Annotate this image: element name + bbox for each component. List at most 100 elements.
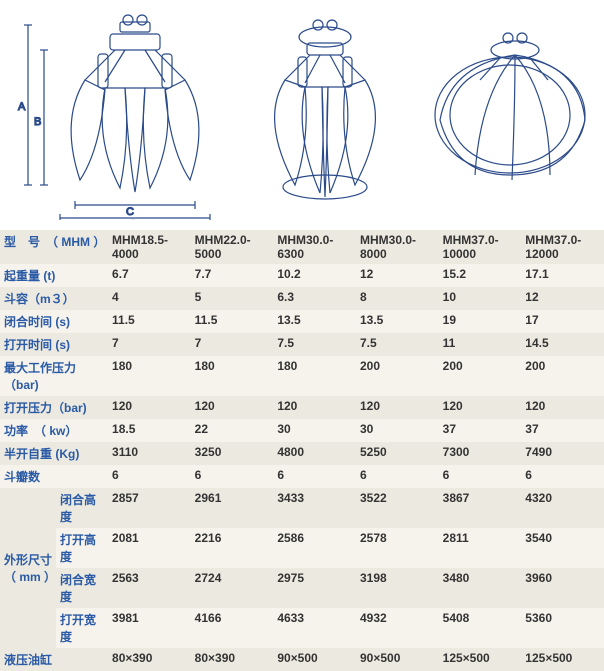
cell: 6: [273, 465, 356, 488]
cell: 7490: [521, 442, 604, 465]
spec-row: 型 号 （ MHM ）MHM18.5-4000MHM22.0-5000MHM30…: [0, 230, 604, 264]
spec-row: 斗瓣数666666: [0, 465, 604, 488]
cell: 3480: [439, 568, 522, 608]
cell: 3867: [439, 488, 522, 528]
cell: 5360: [521, 608, 604, 648]
cell: MHM30.0-8000: [356, 230, 439, 264]
cell: 6: [191, 465, 274, 488]
cell: 200: [521, 356, 604, 396]
spec-row: 最大工作压力（bar)180180180200200200: [0, 356, 604, 396]
cell: MHM18.5-4000: [108, 230, 191, 264]
spec-row: 打开时间 (s)777.57.51114.5: [0, 333, 604, 356]
dim-group-label: 外形尺寸（ mm ）: [0, 488, 56, 648]
cell: 2563: [108, 568, 191, 608]
cell: 120: [273, 396, 356, 419]
row-label: 打开时间 (s): [0, 333, 108, 356]
cell: 2081: [108, 528, 191, 568]
cell: 80×390: [191, 648, 274, 671]
cell: 3198: [356, 568, 439, 608]
cell: 2586: [273, 528, 356, 568]
row-label: 闭合时间 (s): [0, 310, 108, 333]
cell: 4166: [191, 608, 274, 648]
spec-row: 液压油缸80×39080×39090×50090×500125×500125×5…: [0, 648, 604, 671]
cell: 10: [439, 287, 522, 310]
cell: 200: [356, 356, 439, 396]
cell: 13.5: [356, 310, 439, 333]
cell: 6.7: [108, 264, 191, 287]
cell: 4: [108, 287, 191, 310]
cell: 2216: [191, 528, 274, 568]
cell: 2811: [439, 528, 522, 568]
cell: MHM30.0-6300: [273, 230, 356, 264]
dim-row: 闭合宽度256327242975319834803960: [0, 568, 604, 608]
cell: 6.3: [273, 287, 356, 310]
row-label: 起重量 (t): [0, 264, 108, 287]
cell: 180: [191, 356, 274, 396]
cell: 13.5: [273, 310, 356, 333]
cell: 6: [108, 465, 191, 488]
cell: 14.5: [521, 333, 604, 356]
cell: 4633: [273, 608, 356, 648]
cell: 3433: [273, 488, 356, 528]
cell: 22: [191, 419, 274, 442]
cell: 6: [356, 465, 439, 488]
cell: 15.2: [439, 264, 522, 287]
row-label: 斗容（m３）: [0, 287, 108, 310]
cell: 80×390: [108, 648, 191, 671]
cell: 120: [439, 396, 522, 419]
cell: 4320: [521, 488, 604, 528]
dim-sub-label: 打开高度: [56, 528, 108, 568]
row-label: 斗瓣数: [0, 465, 108, 488]
cell: 180: [108, 356, 191, 396]
dim-label-d: D: [131, 219, 139, 220]
cell: 120: [108, 396, 191, 419]
cell: 5: [191, 287, 274, 310]
cell: 7: [191, 333, 274, 356]
cell: 120: [356, 396, 439, 419]
dim-row: 打开高度208122162586257828113540: [0, 528, 604, 568]
cell: 2857: [108, 488, 191, 528]
dim-sub-label: 闭合高度: [56, 488, 108, 528]
cell: 3110: [108, 442, 191, 465]
cell: 7.5: [273, 333, 356, 356]
cell: 3960: [521, 568, 604, 608]
cell: 5250: [356, 442, 439, 465]
cell: 6: [521, 465, 604, 488]
cell: 7300: [439, 442, 522, 465]
cell: 11.5: [108, 310, 191, 333]
dim-label-c: C: [126, 206, 134, 218]
cell: 37: [521, 419, 604, 442]
diagram-perspective-closed: [240, 15, 410, 205]
dim-row: 打开宽度398141664633493254085360: [0, 608, 604, 648]
cell: 8: [356, 287, 439, 310]
cell: 7.5: [356, 333, 439, 356]
cell: MHM37.0-10000: [439, 230, 522, 264]
cell: 5408: [439, 608, 522, 648]
cell: 90×500: [356, 648, 439, 671]
dim-sub-label: 闭合宽度: [56, 568, 108, 608]
spec-row: 功率 （ kw）18.52230303737: [0, 419, 604, 442]
spec-table-wrap: 型 号 （ MHM ）MHM18.5-4000MHM22.0-5000MHM30…: [0, 230, 604, 671]
spec-row: 斗容（m３）456.381012: [0, 287, 604, 310]
cell: 2578: [356, 528, 439, 568]
cell: MHM37.0-12000: [521, 230, 604, 264]
cell: 2724: [191, 568, 274, 608]
cell: 125×500: [439, 648, 522, 671]
diagram-perspective-open: [420, 25, 590, 195]
cell: 17: [521, 310, 604, 333]
cell: 7: [108, 333, 191, 356]
cell: 200: [439, 356, 522, 396]
cell: 125×500: [521, 648, 604, 671]
cell: 3522: [356, 488, 439, 528]
dim-sub-label: 打开宽度: [56, 608, 108, 648]
spec-row: 闭合时间 (s)11.511.513.513.51917: [0, 310, 604, 333]
spec-table: 型 号 （ MHM ）MHM18.5-4000MHM22.0-5000MHM30…: [0, 230, 604, 671]
cell: 30: [273, 419, 356, 442]
cell: 4932: [356, 608, 439, 648]
diagram-front-view: A B C D: [10, 10, 230, 220]
cell: 17.1: [521, 264, 604, 287]
cell: 180: [273, 356, 356, 396]
cell: 2961: [191, 488, 274, 528]
row-label: 最大工作压力（bar): [0, 356, 108, 396]
row-label: 型 号 （ MHM ）: [0, 230, 108, 264]
